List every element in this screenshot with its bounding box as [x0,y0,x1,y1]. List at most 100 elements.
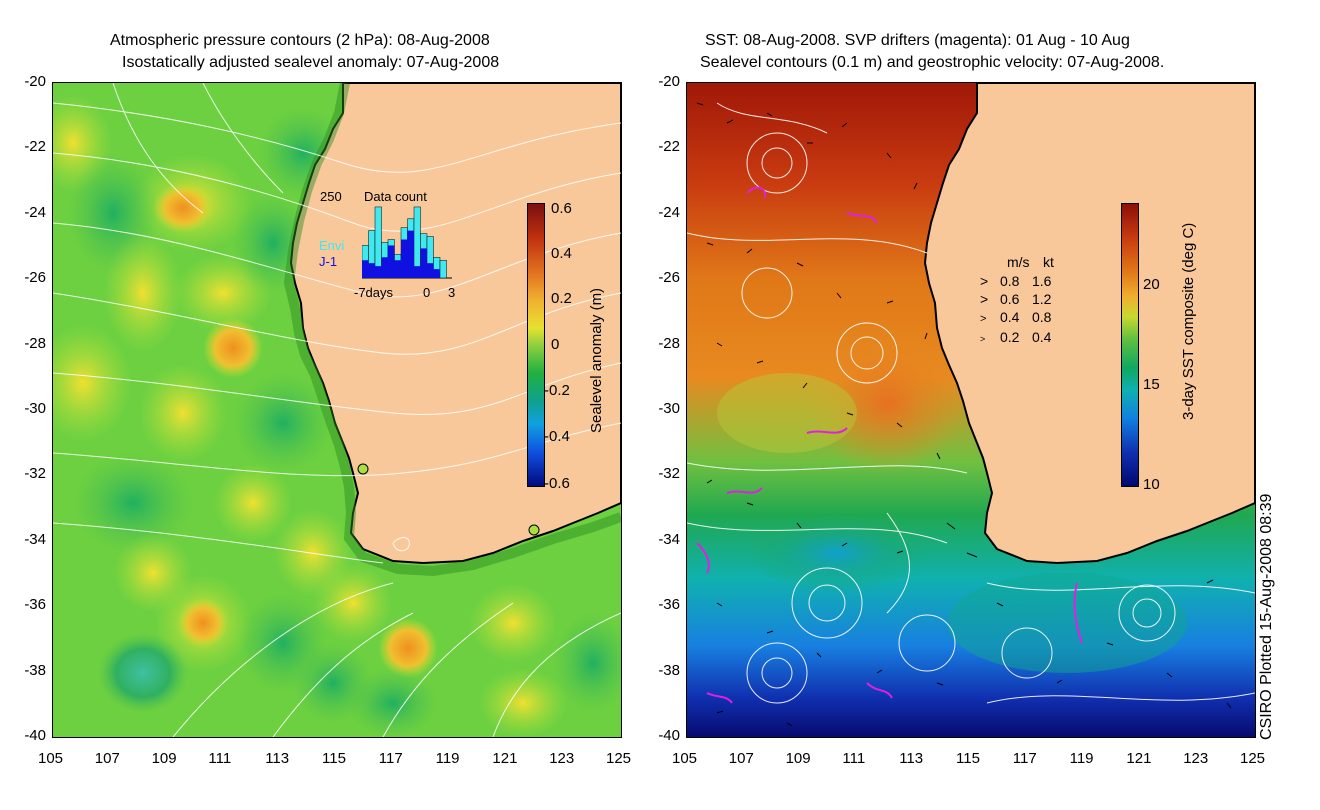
inset-series-envi: Envi [319,238,345,253]
y-tick-label: -30 [24,400,46,417]
y-tick-label: -22 [24,138,46,156]
australia-land [923,83,1255,565]
x-tick-label: 115 [322,750,346,767]
inset-bar-j1 [401,239,408,278]
y-tick-label: -38 [24,661,46,679]
velocity-legend-row: >0.4 0.8 [980,308,1051,328]
y-tick-label: -26 [24,269,46,287]
velocity-legend-header-ms: m/s [1007,254,1030,270]
right-title-line2: Sealevel contours (0.1 m) and geostrophi… [700,54,1165,71]
colorbar-tick: 0.2 [551,290,572,307]
y-tick-label: -20 [24,73,46,90]
inset-bar-j1 [368,263,375,278]
colorbar-tick: 0.4 [551,245,572,262]
y-tick-label: -28 [24,334,46,352]
svp-drifter-tracks [696,186,1083,704]
y-tick-label: -28 [658,334,680,352]
inset-x-label-zero: 0 [423,285,431,300]
y-tick-label: -24 [658,203,680,221]
velocity-legend-row: >0.6 1.2 [980,291,1052,307]
y-tick-label: -36 [658,596,680,614]
velocity-legend-header-kt: kt [1043,254,1054,270]
colorbar-tick: 0 [551,336,560,353]
inset-title: Data count [364,189,427,204]
x-tick-label: 111 [208,750,232,767]
x-tick-label: 123 [1183,750,1209,767]
data-count-histogram [362,206,452,279]
x-tick-label: 121 [1126,750,1152,767]
x-tick-label: 105 [38,750,64,767]
x-tick-label: 115 [956,750,980,767]
sst-map [687,83,1255,737]
x-tick-label: 105 [672,750,698,767]
right-map-panel[interactable] [686,82,1256,738]
sealevel-colorbar [527,203,545,487]
inset-bar-j1 [381,257,388,278]
left-colorbar-label: Sealevel anomaly (m) [588,287,605,433]
x-tick-label: 125 [1240,750,1266,767]
credit-text: CSIRO Plotted 15-Aug-2008 08:39 [1258,493,1275,740]
x-tick-label: 107 [728,750,754,767]
velocity-legend-rows: >0.8 1.6 >0.6 1.2 >0.4 0.8 >0.2 0.4 [980,272,1051,348]
colorbar-tick: -0.2 [544,382,570,399]
velocity-legend-row: >0.8 1.6 [980,273,1052,289]
sealevel-anomaly-map [53,83,621,737]
inset-x-label-end: 3 [448,285,456,300]
colorbar-tick: -0.4 [544,428,570,445]
y-tick-label: -30 [658,400,680,417]
inset-bar-j1 [433,269,440,278]
colorbar-tick: 20 [1143,276,1160,293]
x-tick-label: 117 [378,750,403,767]
inset-bar-j1 [388,245,395,278]
velocity-legend-row: >0.2 0.4 [980,328,1051,348]
sealevel-contours [687,102,1255,704]
inset-bar-envi [439,259,447,279]
y-tick-label: -34 [24,530,46,548]
inset-bar-j1 [414,266,421,278]
y-tick-label: -32 [658,465,680,483]
y-tick-label: -40 [24,727,46,744]
tide-gauge-marker [357,463,369,475]
arrow-icon: > [980,313,987,325]
y-tick-label: -32 [24,465,46,483]
inset-bar-j1 [420,248,427,278]
colorbar-tick: 15 [1143,376,1160,393]
continental-shelf [283,83,621,577]
x-tick-label: 123 [549,750,575,767]
y-tick-label: -26 [658,269,680,287]
y-tick-label: -24 [24,203,46,221]
inset-bar-j1 [407,230,414,278]
arrow-icon: > [980,273,989,289]
y-tick-label: -36 [24,596,46,614]
inset-ymax-label: 250 [320,189,342,204]
arrow-icon: > [980,334,986,344]
x-tick-label: 117 [1012,750,1037,767]
x-tick-label: 111 [842,750,866,767]
colorbar-tick: -0.6 [544,475,570,492]
inset-bar-j1 [375,266,382,278]
x-tick-label: 121 [492,750,518,767]
left-title-line1: Atmospheric pressure contours (2 hPa): 0… [110,32,490,49]
sst-colorbar [1121,203,1139,487]
y-tick-label: -34 [658,530,680,548]
x-tick-label: 119 [435,750,460,767]
colorbar-tick: 10 [1143,476,1160,493]
geostrophic-velocity-arrows [696,102,1232,727]
x-tick-label: 109 [785,750,811,767]
inset-x-label-start: -7days [354,285,394,300]
x-tick-label: 113 [265,750,290,767]
y-tick-label: -20 [658,73,680,90]
colorbar-tick: 0.6 [551,200,572,217]
left-map-panel[interactable] [52,82,622,738]
left-title-line2: Isostatically adjusted sealevel anomaly:… [122,54,500,71]
x-tick-label: 107 [94,750,120,767]
y-tick-label: -40 [658,727,680,744]
x-tick-label: 113 [899,750,924,767]
right-colorbar-label: 3-day SST composite (deg C) [1180,222,1197,420]
tide-gauge-marker [528,524,540,536]
x-tick-label: 109 [151,750,177,767]
y-tick-label: -38 [658,661,680,679]
x-tick-label: 119 [1069,750,1094,767]
inset-bar-j1 [427,263,434,278]
right-title-line1: SST: 08-Aug-2008. SVP drifters (magenta)… [705,32,1130,49]
